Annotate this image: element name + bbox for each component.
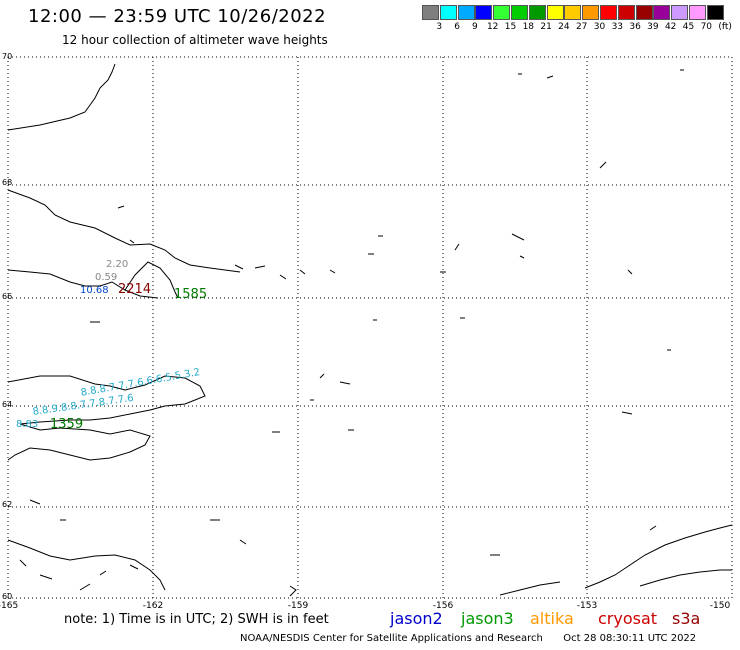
obs-green-2: 1359 (50, 417, 84, 432)
scale-swatch (689, 5, 706, 20)
scale-swatch (600, 5, 617, 20)
lat-label-62: 62 (2, 500, 13, 509)
scale-swatch (493, 5, 511, 20)
small-features (19, 69, 684, 591)
scale-swatch (546, 5, 564, 20)
lat-label-66: 66 (2, 292, 13, 301)
obs-blue: 10.68 (80, 285, 109, 296)
scale-label: 12 (486, 22, 499, 32)
scale-swatch (564, 5, 582, 20)
scale-label: 42 (664, 22, 677, 32)
scale-swatch (653, 5, 671, 20)
scale-label: 3 (436, 22, 443, 32)
lat-label-70: 70 (2, 52, 13, 61)
scale-swatch (457, 5, 475, 20)
scale-swatch (422, 5, 439, 20)
map-subtitle: 12 hour collection of altimeter wave hei… (62, 33, 328, 47)
credit-timestamp: Oct 28 08:30:11 UTC 2022 (563, 633, 697, 644)
legend-s3a: s3a (672, 609, 701, 628)
lon-label-150: -150 (709, 601, 731, 611)
legend-cryosat: cryosat (598, 609, 658, 628)
lon-label-162: -162 (142, 601, 164, 611)
scale-swatch (582, 5, 600, 20)
scale-swatch (671, 5, 689, 20)
scale-swatch (617, 5, 635, 20)
legend-jason2: jason2 (390, 609, 443, 628)
scale-swatch (528, 5, 546, 20)
scale-label: 24 (558, 22, 570, 32)
obs-green-1: 1585 (174, 287, 208, 302)
scale-label: 33 (611, 22, 624, 32)
scale-swatch (706, 5, 724, 20)
scale-swatch (635, 5, 653, 20)
scale-label: 18 (522, 22, 535, 32)
lon-label-165: -165 (0, 601, 19, 611)
scale-swatch (439, 5, 457, 20)
lat-label-60: 60 (2, 592, 13, 601)
scale-label: 6 (454, 22, 460, 32)
lon-label-153: -153 (576, 601, 598, 611)
lat-label-68: 68 (2, 178, 13, 187)
scale-label: 70 (700, 22, 713, 32)
scale-label: 15 (504, 22, 517, 32)
lon-label-156: -156 (432, 601, 454, 611)
scale-swatch (475, 5, 493, 20)
obs-gray-1: 2.20 (106, 259, 129, 270)
footer-note: note: 1) Time is in UTC; 2) SWH is in fe… (64, 612, 329, 627)
lat-label-64: 64 (2, 400, 13, 409)
scale-label: 21 (540, 22, 552, 32)
legend-jason3: jason3 (461, 609, 514, 628)
scale-label: 45 (682, 22, 695, 32)
obs-cyan-2: 8.83 (16, 419, 39, 430)
lon-label-159: -159 (287, 601, 309, 611)
credit-org: NOAA/NESDIS Center for Satellite Applica… (240, 633, 543, 644)
scale-label: 9 (472, 22, 478, 32)
footer-credit: NOAA/NESDIS Center for Satellite Applica… (240, 633, 696, 644)
legend-altika: altika (530, 609, 574, 628)
scale-label: 30 (593, 22, 606, 32)
graticule (7, 56, 733, 599)
obs-red: 2214 (118, 282, 152, 297)
scale-swatch (511, 5, 528, 20)
map-title: 12:00 — 23:59 UTC 10/26/2022 (28, 6, 327, 27)
scale-label: 27 (575, 22, 588, 32)
obs-gray-2: 0.59 (95, 272, 118, 283)
scale-label: 36 (629, 22, 641, 32)
coastline (7, 63, 733, 597)
scale-label: 39 (647, 22, 659, 32)
scale-unit: (ft) (718, 22, 732, 32)
